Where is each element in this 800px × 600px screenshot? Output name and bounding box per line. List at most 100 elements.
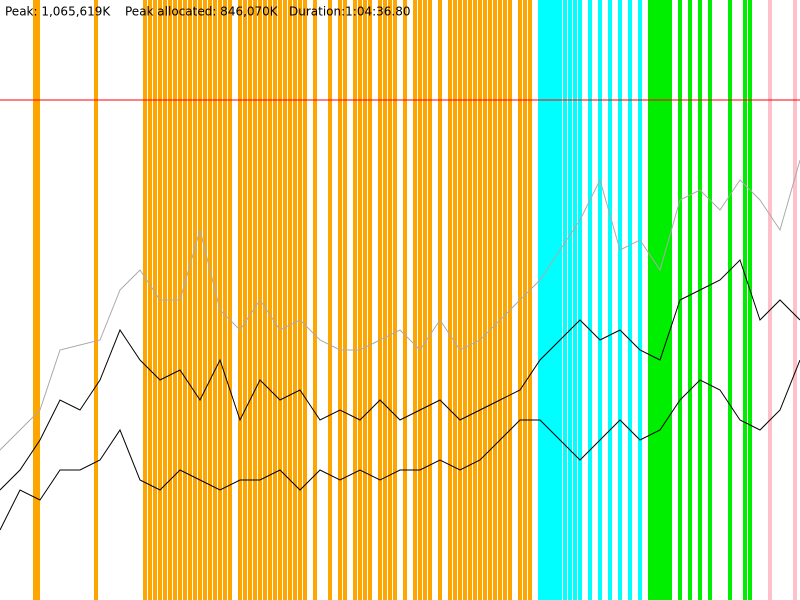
event-band bbox=[448, 0, 452, 600]
event-band bbox=[488, 0, 492, 600]
event-band bbox=[628, 0, 632, 600]
event-band bbox=[664, 0, 668, 600]
event-band bbox=[546, 0, 550, 600]
event-band bbox=[542, 0, 546, 600]
event-band bbox=[563, 0, 567, 600]
event-band bbox=[208, 0, 212, 600]
event-band bbox=[428, 0, 432, 600]
event-band bbox=[238, 0, 242, 600]
lines bbox=[0, 99, 800, 531]
event-band bbox=[652, 0, 656, 600]
event-band bbox=[218, 0, 222, 600]
event-band bbox=[728, 0, 732, 600]
event-band bbox=[743, 0, 747, 600]
event-band bbox=[768, 0, 772, 600]
event-band bbox=[498, 0, 502, 600]
event-band bbox=[263, 0, 267, 600]
event-band bbox=[278, 0, 282, 600]
event-band bbox=[413, 0, 417, 600]
event-band bbox=[203, 0, 207, 600]
event-band bbox=[213, 0, 217, 600]
event-band bbox=[153, 0, 157, 600]
event-band bbox=[438, 0, 442, 600]
peak-allocated-label: Peak allocated: 846,070K bbox=[125, 5, 279, 19]
event-band bbox=[383, 0, 387, 600]
event-band bbox=[368, 0, 372, 600]
event-band bbox=[793, 0, 797, 600]
event-band bbox=[503, 0, 507, 600]
event-band bbox=[188, 0, 192, 600]
event-band bbox=[538, 0, 542, 600]
event-band bbox=[33, 0, 37, 600]
event-band bbox=[748, 0, 752, 600]
event-band bbox=[338, 0, 342, 600]
event-band bbox=[688, 0, 692, 600]
event-band bbox=[656, 0, 660, 600]
event-band bbox=[198, 0, 202, 600]
event-band bbox=[458, 0, 462, 600]
event-band bbox=[273, 0, 277, 600]
memory-line bbox=[0, 159, 800, 451]
event-band bbox=[36, 0, 40, 600]
event-band bbox=[528, 0, 532, 600]
event-band bbox=[493, 0, 497, 600]
event-band bbox=[463, 0, 467, 600]
event-band bbox=[418, 0, 422, 600]
event-band bbox=[283, 0, 287, 600]
event-band bbox=[588, 0, 592, 600]
event-band bbox=[568, 0, 572, 600]
event-band bbox=[598, 0, 602, 600]
event-band bbox=[268, 0, 272, 600]
event-band bbox=[483, 0, 487, 600]
event-band bbox=[253, 0, 257, 600]
event-band bbox=[223, 0, 227, 600]
event-band bbox=[248, 0, 252, 600]
event-band bbox=[550, 0, 554, 600]
event-band bbox=[228, 0, 232, 600]
memory-line bbox=[0, 359, 800, 531]
event-band bbox=[648, 0, 652, 600]
event-band bbox=[554, 0, 558, 600]
event-bands bbox=[33, 0, 797, 600]
event-band bbox=[243, 0, 247, 600]
event-band bbox=[558, 0, 562, 600]
event-band bbox=[393, 0, 397, 600]
memory-line bbox=[0, 259, 800, 491]
event-band bbox=[638, 0, 642, 600]
event-band bbox=[698, 0, 702, 600]
event-band bbox=[378, 0, 382, 600]
event-band bbox=[183, 0, 187, 600]
event-band bbox=[388, 0, 392, 600]
peak-label: Peak: 1,065,619K bbox=[5, 5, 111, 19]
event-band bbox=[468, 0, 472, 600]
event-band bbox=[298, 0, 302, 600]
event-band bbox=[478, 0, 482, 600]
event-band bbox=[328, 0, 332, 600]
event-band bbox=[618, 0, 622, 600]
event-band bbox=[523, 0, 527, 600]
event-band bbox=[608, 0, 612, 600]
event-band bbox=[148, 0, 152, 600]
duration-label: Duration:1:04:36.80 bbox=[289, 5, 411, 19]
event-band bbox=[473, 0, 477, 600]
event-band bbox=[94, 0, 98, 600]
event-band bbox=[293, 0, 297, 600]
event-band bbox=[403, 0, 407, 600]
event-band bbox=[288, 0, 292, 600]
event-band bbox=[573, 0, 577, 600]
event-band bbox=[668, 0, 672, 600]
event-band bbox=[303, 0, 307, 600]
event-band bbox=[343, 0, 347, 600]
event-band bbox=[660, 0, 664, 600]
event-band bbox=[193, 0, 197, 600]
event-band bbox=[453, 0, 457, 600]
event-band bbox=[358, 0, 362, 600]
event-band bbox=[508, 0, 512, 600]
event-band bbox=[143, 0, 147, 600]
event-band bbox=[353, 0, 357, 600]
event-band bbox=[708, 0, 712, 600]
event-band bbox=[423, 0, 427, 600]
event-band bbox=[363, 0, 367, 600]
